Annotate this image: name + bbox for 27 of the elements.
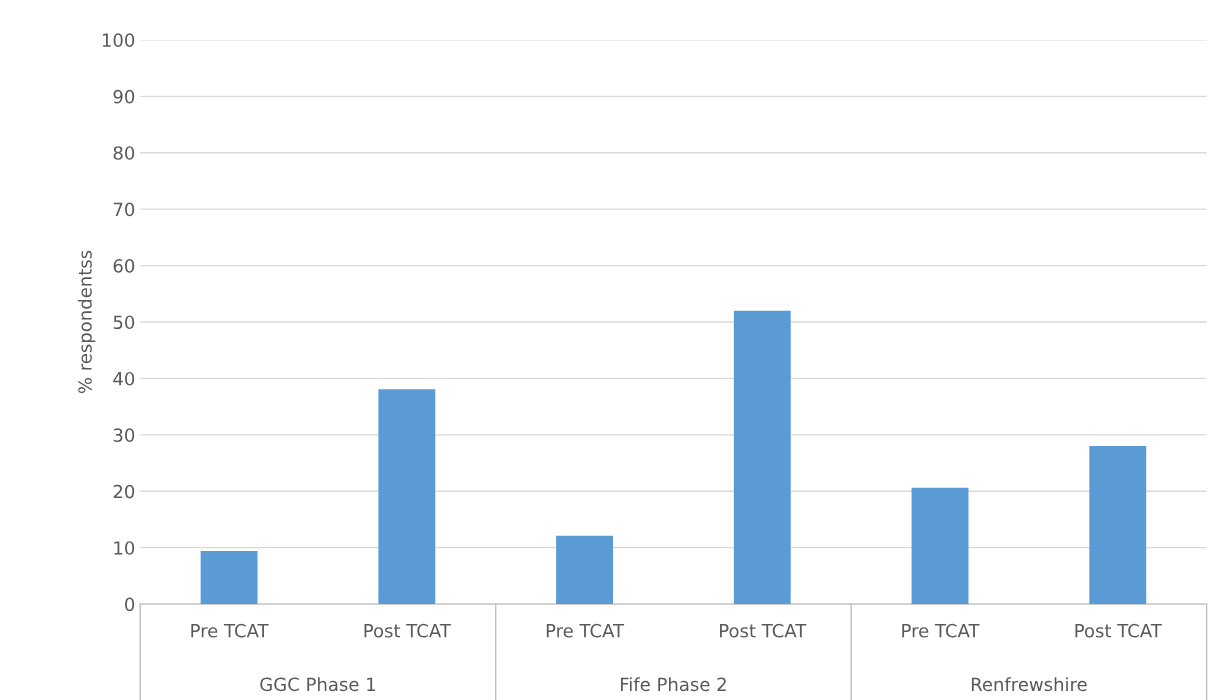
text: Renfrewshire — [971, 677, 1087, 692]
y-tick-label: 80 — [113, 146, 135, 160]
bar — [733, 310, 791, 605]
y-tick-label: 50 — [113, 315, 135, 330]
y-tick-label: 20 — [113, 484, 135, 499]
x-tick-label: Post TCAT — [720, 623, 807, 638]
x-tick-label: Pre TCAT — [546, 623, 625, 638]
x-tick-label: Pre TCAT — [191, 623, 269, 638]
y-tick-label: 10 — [114, 541, 135, 555]
y-tick-label: 90 — [113, 89, 135, 104]
x-tick-label: Post TCAT — [364, 623, 451, 638]
y-axis-title: % respondentss — [77, 250, 96, 394]
y-tick-label: 0 — [125, 597, 135, 612]
text: GGC Phase 1 — [260, 677, 376, 692]
bar — [378, 389, 436, 605]
bar — [200, 551, 258, 605]
y-tick-label: 70 — [113, 202, 135, 217]
text: Fife Phase 2 — [620, 677, 726, 692]
y-tick-label: 40 — [113, 371, 135, 386]
bar — [1089, 446, 1147, 605]
y-tick-label: 30 — [113, 428, 135, 442]
y-tick-label: 60 — [113, 259, 135, 273]
bar — [556, 535, 613, 605]
y-tick-label: 100 — [102, 33, 135, 48]
x-tick-label: Post TCAT — [1075, 623, 1162, 638]
bar — [911, 487, 969, 605]
x-tick-label: Pre TCAT — [902, 623, 980, 638]
